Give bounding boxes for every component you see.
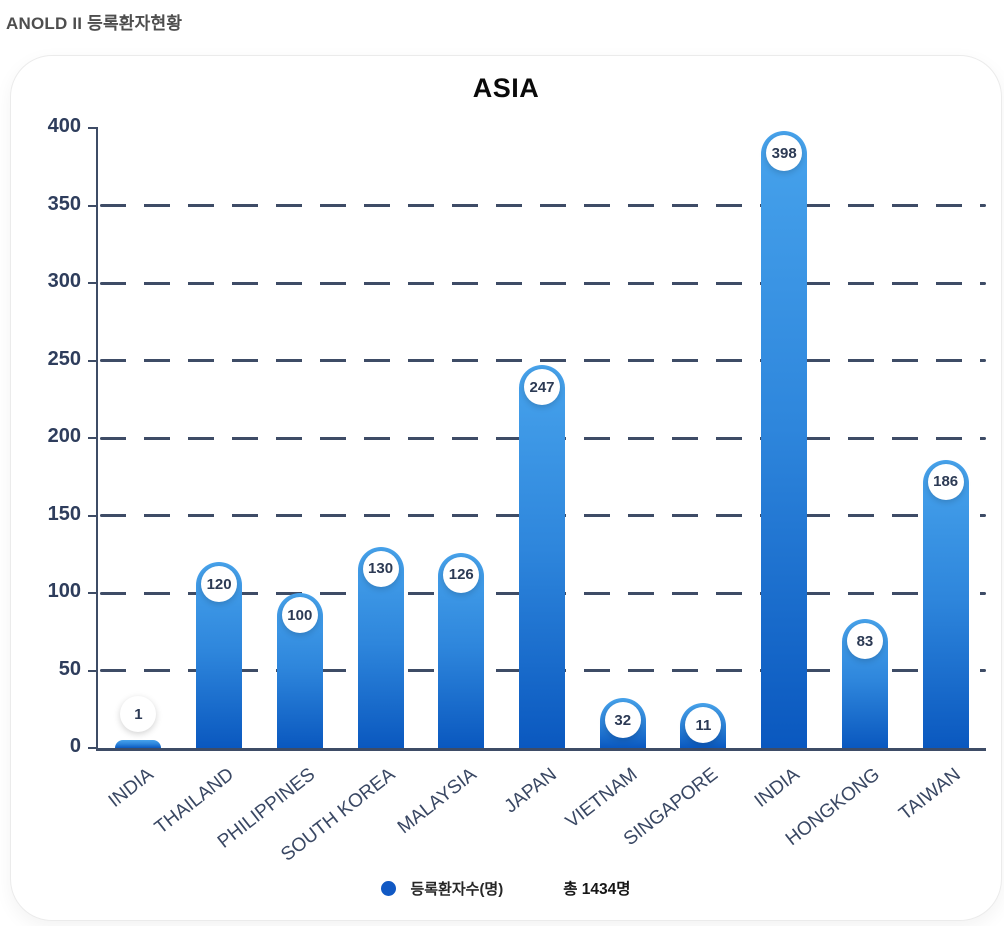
x-axis-category-label: JAPAN (500, 764, 561, 818)
y-axis-tick-label: 300 (47, 270, 81, 292)
x-axis-category-label: INDIA (104, 764, 158, 812)
x-axis-category-label: MALAYSIA (393, 764, 481, 839)
y-axis-tick-label: 100 (47, 580, 81, 602)
y-axis-tick-label: 400 (47, 115, 81, 137)
bar-value-bubble: 398 (766, 135, 803, 172)
gridline (100, 204, 986, 207)
x-axis-category-label: VIETNAM (562, 764, 642, 833)
y-axis-tick-label: 200 (47, 425, 81, 447)
bar-chart-plot-area: 0 50 100 150 200 250 300 350 400 1 INDIA 120 THAILAN… (11, 56, 1001, 920)
gridline (100, 281, 986, 285)
bar-value-bubble: 186 (927, 463, 964, 500)
bar-india (761, 131, 808, 748)
bar-value-bubble: 130 (362, 550, 399, 587)
bar-value-bubble: 32 (604, 702, 641, 739)
y-axis-tick-mark (88, 359, 98, 362)
bar-value-bubble: 120 (201, 566, 238, 602)
legend-marker-icon (381, 880, 397, 896)
y-axis-tick-mark (88, 747, 98, 749)
y-axis-tick-mark (88, 204, 98, 207)
y-axis-tick-mark (88, 437, 98, 439)
y-axis-tick-mark (88, 127, 98, 129)
bar-value-bubble: 83 (846, 623, 883, 660)
legend-total-label: 총 1434명 (563, 881, 631, 898)
y-axis-line (96, 128, 98, 748)
bar-value-bubble: 100 (281, 597, 318, 633)
chart-title: ASIA (472, 73, 540, 103)
y-axis-tick-label: 0 (69, 735, 81, 757)
x-axis-line (96, 748, 986, 751)
x-axis-category-label: INDIA (750, 764, 804, 812)
bar-india (115, 740, 162, 748)
chart-legend: 등록환자수(명) 총 1434명 (11, 874, 1001, 902)
x-axis-category-label: TAIWAN (895, 764, 965, 825)
bar-japan (519, 365, 565, 748)
bar-taiwan (922, 459, 969, 748)
bar-value-bubble: 1 (120, 696, 157, 732)
bar-value-bubble: 247 (524, 369, 560, 406)
bar-value-bubble: 11 (685, 707, 722, 743)
y-axis-tick-label: 350 (47, 192, 81, 215)
bar-value-bubble: 126 (443, 556, 480, 593)
chart-card: ASIA 0 50 100 150 200 250 300 350 400 1 INDIA 120 TH… (10, 55, 1002, 921)
y-axis-tick-mark (88, 669, 98, 672)
y-axis-tick-mark (88, 282, 98, 284)
y-axis-tick-mark (88, 592, 98, 594)
y-axis-tick-mark (88, 514, 98, 517)
y-axis-tick-label: 150 (47, 502, 81, 525)
gridline (100, 359, 986, 362)
y-axis-tick-label: 50 (58, 657, 81, 680)
legend-series-label: 등록환자수(명) (410, 880, 504, 898)
page-title: ANOLD II 등록환자현황 (6, 14, 183, 33)
y-axis-tick-label: 250 (47, 347, 81, 370)
